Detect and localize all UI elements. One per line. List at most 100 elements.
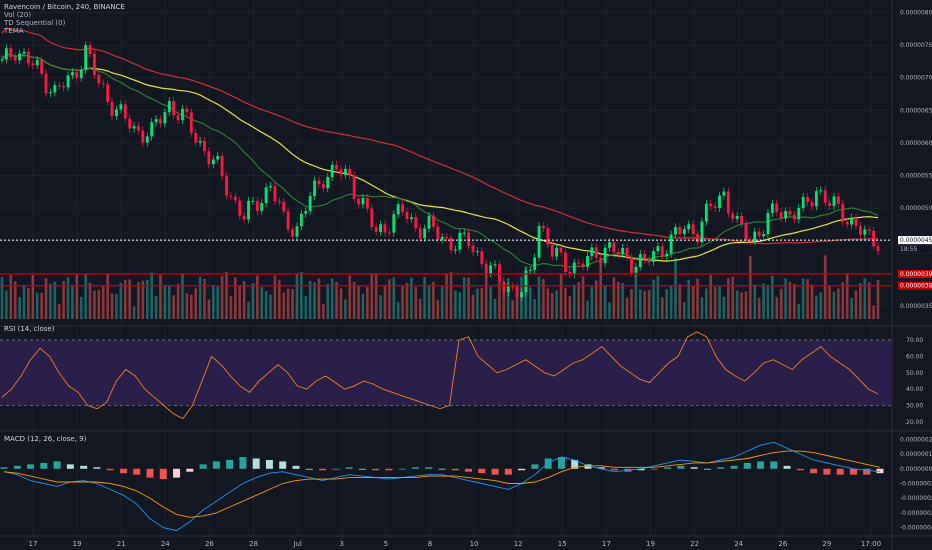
candle-body	[599, 257, 603, 264]
volume-bar	[801, 278, 805, 319]
candle-body	[88, 45, 92, 55]
volume-bar	[71, 284, 74, 319]
candle-body	[418, 228, 422, 239]
volume-bar	[498, 280, 501, 319]
support-level-tag	[898, 270, 932, 279]
macd-histogram-bar	[80, 465, 88, 469]
candle-body	[449, 237, 453, 251]
candle-body	[748, 240, 752, 242]
candle-body	[568, 271, 572, 275]
candle-body	[229, 195, 233, 197]
rsi-tick-label: 20.00	[906, 419, 923, 426]
macd-tick-label: -0.00000040	[900, 525, 932, 532]
macd-tick-label: 0.00000000	[900, 466, 932, 473]
volume-bar	[150, 272, 153, 319]
macd-histogram-bar	[119, 468, 127, 474]
candle-body	[233, 196, 237, 201]
volume-bar	[366, 287, 369, 319]
candle-body	[277, 201, 281, 203]
x-tick-label: 29	[822, 540, 831, 548]
rsi-tick-label: 40.00	[906, 386, 923, 393]
candle-body	[718, 195, 721, 209]
rsi-legend[interactable]: RSI (14, close)	[4, 325, 55, 333]
candle-body	[317, 180, 321, 185]
candle-body	[445, 237, 449, 239]
candle-body	[260, 202, 264, 211]
volume-bar	[687, 279, 691, 319]
volume-bar	[506, 278, 510, 319]
candle-body	[559, 247, 563, 253]
candle-body	[251, 200, 255, 202]
volume-bar	[414, 287, 418, 319]
candle-body	[550, 244, 554, 257]
macd-histogram-bar	[411, 467, 419, 469]
volume-bar	[396, 301, 400, 319]
candle-body	[75, 72, 79, 78]
candle-body	[643, 254, 647, 260]
candle-body	[370, 208, 374, 228]
rsi-band	[0, 340, 892, 406]
volume-bar	[189, 294, 193, 319]
volume-bar	[13, 281, 17, 319]
countdown-label: 18:55	[900, 246, 917, 253]
macd-histogram-bar	[106, 468, 114, 471]
candle-body	[564, 252, 567, 272]
volume-bar	[282, 292, 286, 319]
volume-bar	[669, 285, 673, 319]
volume-bar	[458, 292, 462, 319]
volume-bar	[476, 288, 479, 319]
volume-bar	[185, 293, 189, 319]
candle-body	[269, 185, 272, 188]
volume-bar	[696, 278, 699, 319]
candle-body	[696, 234, 699, 243]
volume-bar	[207, 299, 211, 319]
candle-body	[462, 232, 466, 234]
macd-histogram-bar	[292, 465, 300, 469]
candle-body	[396, 204, 400, 215]
candle-body	[431, 215, 435, 227]
candle-body	[630, 257, 633, 273]
candle-body	[682, 229, 686, 234]
indicator-volume[interactable]: Vol (20)	[4, 11, 32, 19]
candle-body	[722, 191, 726, 196]
volume-bar	[110, 293, 114, 319]
volume-bar	[815, 295, 818, 319]
macd-histogram-bar	[770, 461, 778, 469]
candle-body	[365, 197, 369, 209]
candle-body	[687, 224, 691, 230]
volume-bar	[330, 278, 334, 319]
volume-bar	[828, 286, 831, 319]
candle-body	[832, 196, 836, 207]
candle-body	[409, 216, 413, 220]
volume-bar	[537, 276, 541, 319]
volume-bar	[370, 273, 374, 319]
volume-bar	[423, 276, 426, 319]
volume-bar	[863, 277, 867, 319]
macd-histogram-bar	[690, 467, 698, 469]
macd-histogram-bar	[491, 468, 499, 475]
macd-histogram-bar	[836, 468, 844, 475]
volume-bar	[762, 283, 765, 319]
candle-body	[467, 232, 471, 246]
rsi-tick-label: 60.00	[906, 353, 923, 360]
candle-body	[304, 211, 308, 214]
candle-body	[154, 119, 158, 123]
indicator-td-sequential[interactable]: TD Sequential (0)	[4, 19, 66, 27]
indicator-tema[interactable]: TEMA	[4, 27, 24, 35]
x-tick-label: 28	[249, 540, 258, 548]
candle-body	[101, 83, 105, 85]
rsi-tick-label: 50.00	[906, 370, 923, 377]
macd-legend[interactable]: MACD (12, 26, close, 9)	[4, 435, 87, 443]
macd-histogram-bar	[239, 457, 247, 469]
candle-body	[348, 168, 352, 176]
candle-body	[299, 213, 303, 227]
volume-bar	[793, 283, 796, 319]
candle-body	[792, 214, 796, 220]
candle-body	[84, 45, 88, 70]
